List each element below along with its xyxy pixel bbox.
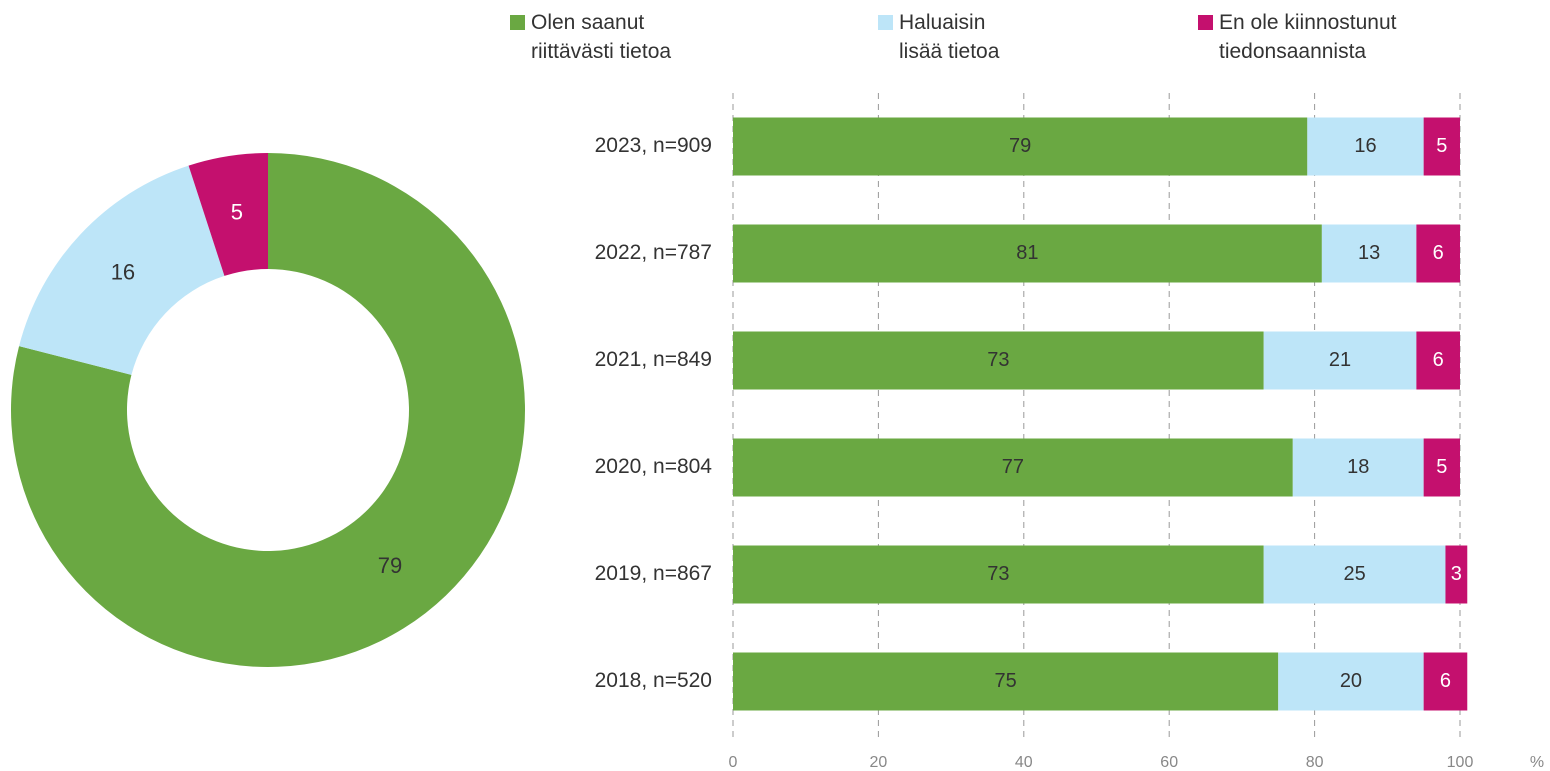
data-label: 6 bbox=[1433, 349, 1444, 371]
data-label: 21 bbox=[1329, 349, 1351, 371]
donut-segment bbox=[188, 153, 268, 276]
bar-segment bbox=[733, 331, 1264, 390]
y-tick-label: 2018, n=520 bbox=[595, 669, 712, 692]
y-tick-label: 2022, n=787 bbox=[595, 241, 712, 264]
donut-segment bbox=[11, 153, 526, 667]
data-label: 5 bbox=[1436, 456, 1447, 478]
data-label: 5 bbox=[231, 199, 243, 224]
y-tick-label: 2023, n=909 bbox=[595, 134, 712, 157]
bar-segment bbox=[733, 545, 1264, 604]
y-tick-label: 2021, n=849 bbox=[595, 348, 712, 371]
legend-swatch bbox=[878, 15, 893, 30]
legend-swatch bbox=[510, 15, 525, 30]
x-tick-label: 20 bbox=[870, 754, 888, 771]
data-label: 6 bbox=[1440, 670, 1451, 692]
legend-item: Haluaisin lisää tietoa bbox=[878, 8, 1019, 66]
bar-segment bbox=[1416, 224, 1460, 283]
data-label: 75 bbox=[995, 670, 1017, 692]
data-label: 25 bbox=[1343, 563, 1365, 585]
data-label: 79 bbox=[1009, 135, 1031, 157]
legend-swatch bbox=[1198, 15, 1213, 30]
bar-segment bbox=[1263, 545, 1446, 604]
data-label: 18 bbox=[1347, 456, 1369, 478]
data-label: 3 bbox=[1451, 563, 1462, 585]
legend-item: Olen saanut riittävästi tietoa bbox=[510, 8, 706, 66]
bar-segment bbox=[733, 224, 1322, 283]
legend-label: Olen saanut riittävästi tietoa bbox=[531, 11, 672, 63]
data-label: 6 bbox=[1433, 242, 1444, 264]
bar-segment bbox=[1423, 438, 1460, 497]
data-label: 20 bbox=[1340, 670, 1362, 692]
bar-segment bbox=[1416, 331, 1460, 390]
x-tick-label: 80 bbox=[1306, 754, 1324, 771]
donut-segment bbox=[19, 165, 225, 375]
data-label: 77 bbox=[1002, 456, 1024, 478]
legend-label: Haluaisin lisää tietoa bbox=[899, 11, 1000, 63]
y-tick-label: 2019, n=867 bbox=[595, 562, 712, 585]
legend-item: En ole kiinnostunut tiedonsaannista bbox=[1198, 8, 1419, 66]
data-label: 73 bbox=[987, 349, 1009, 371]
bar-segment bbox=[1263, 331, 1417, 390]
x-tick-label: 0 bbox=[729, 754, 738, 771]
bar-segment bbox=[1321, 224, 1417, 283]
y-tick-label: 2020, n=804 bbox=[595, 455, 713, 478]
x-tick-label: 40 bbox=[1015, 754, 1033, 771]
data-label: 73 bbox=[987, 563, 1009, 585]
bar-segment bbox=[733, 117, 1308, 176]
bar-segment bbox=[1423, 652, 1468, 711]
data-label: 5 bbox=[1436, 135, 1447, 157]
data-label: 81 bbox=[1016, 242, 1038, 264]
bar-segment bbox=[1292, 438, 1424, 497]
bar-segment bbox=[733, 438, 1293, 497]
x-tick-label: 100 bbox=[1447, 754, 1474, 771]
data-label: 16 bbox=[111, 260, 135, 285]
data-label: 16 bbox=[1354, 135, 1376, 157]
x-axis-label: % bbox=[1530, 754, 1544, 771]
bar-segment bbox=[1445, 545, 1468, 604]
bar-segment bbox=[1423, 117, 1460, 176]
bar-segment bbox=[1278, 652, 1424, 711]
legend-label: En ole kiinnostunut tiedonsaannista bbox=[1219, 11, 1397, 63]
x-tick-label: 60 bbox=[1160, 754, 1178, 771]
data-label: 13 bbox=[1358, 242, 1380, 264]
data-label: 79 bbox=[378, 553, 402, 578]
bar-segment bbox=[733, 652, 1279, 711]
bar-segment bbox=[1307, 117, 1424, 176]
